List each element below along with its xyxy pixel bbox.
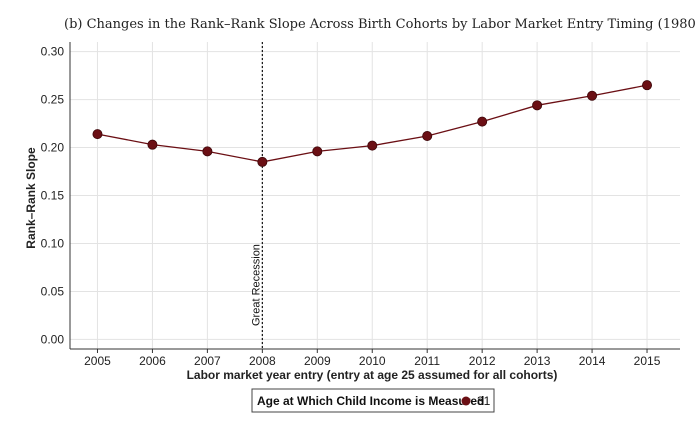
y-axis-label: Rank–Rank Slope [24, 147, 38, 249]
data-point [422, 131, 433, 142]
data-point [147, 139, 158, 150]
data-point [367, 140, 378, 151]
great-recession-label: Great Recession [250, 244, 262, 326]
x-tick-label: 2006 [139, 354, 166, 368]
y-tick-label: 0.05 [41, 284, 65, 298]
legend-series-label: 31 [477, 394, 491, 408]
x-tick-label: 2014 [579, 354, 606, 368]
x-tick-label: 2015 [634, 354, 661, 368]
annotation-layer: Great Recession [250, 42, 263, 349]
chart-title: (b) Changes in the Rank–Rank Slope Acros… [64, 17, 696, 32]
y-tick-label: 0.25 [41, 93, 65, 107]
legend-title: Age at Which Child Income is Measured [257, 394, 484, 408]
axes: 0.00 0.05 0.10 0.15 0.20 0.25 0.30 2005 2006 2007… [41, 42, 680, 368]
x-tick-label: 2013 [524, 354, 551, 368]
data-point [257, 156, 268, 167]
y-tick-label: 0.10 [41, 236, 65, 250]
x-tick-label: 2005 [84, 354, 111, 368]
x-axis-label: Labor market year entry (entry at age 25… [187, 368, 558, 382]
data-point [202, 146, 213, 157]
data-point [312, 146, 323, 157]
data-point [587, 90, 598, 101]
data-point [642, 80, 653, 91]
x-tick-label: 2010 [359, 354, 386, 368]
legend: Age at Which Child Income is Measured 31 [251, 388, 495, 413]
legend-box [251, 388, 495, 413]
y-tick-label: 0.20 [41, 141, 65, 155]
x-tick-label: 2008 [249, 354, 276, 368]
data-point [477, 116, 488, 127]
y-tick-label: 0.15 [41, 189, 65, 203]
x-tick-label: 2011 [414, 354, 440, 368]
series-layer [92, 80, 653, 167]
x-tick-label: 2009 [304, 354, 331, 368]
grid [70, 42, 680, 349]
y-tick-label: 0.30 [41, 45, 65, 59]
data-point [92, 129, 103, 140]
x-tick-label: 2012 [469, 354, 496, 368]
data-point [532, 100, 543, 111]
x-tick-label: 2007 [194, 354, 221, 368]
legend-marker [461, 396, 471, 406]
y-tick-label: 0.00 [41, 332, 65, 346]
